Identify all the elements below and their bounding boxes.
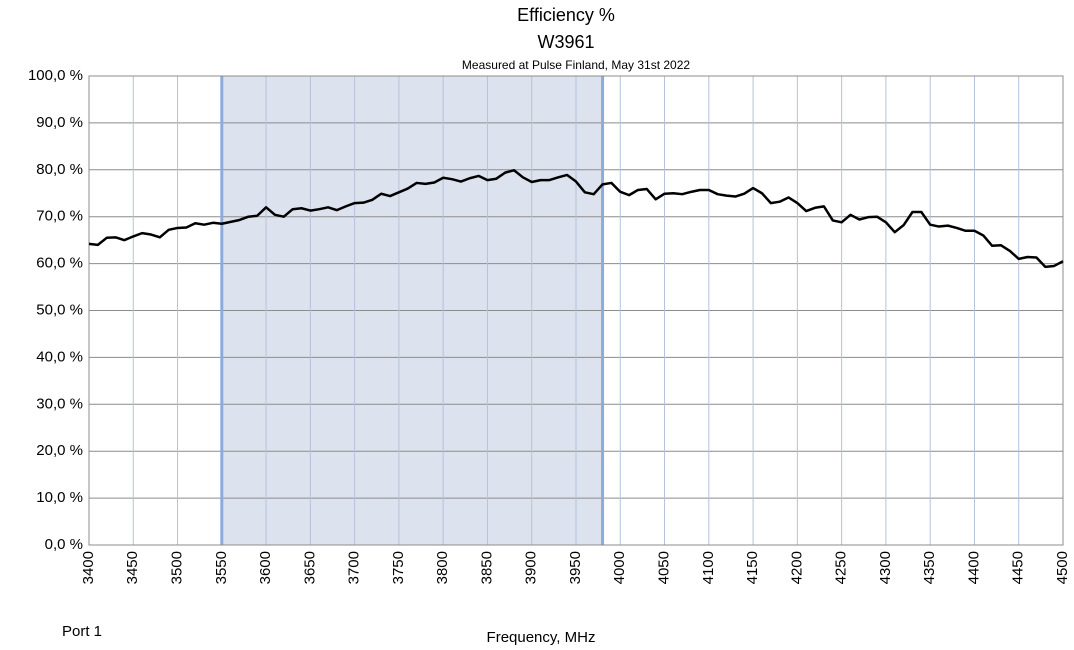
- y-tick-label: 40,0 %: [36, 348, 83, 365]
- x-tick-label: 3900: [523, 551, 540, 584]
- y-tick-label: 60,0 %: [36, 255, 83, 272]
- y-tick-label: 30,0 %: [36, 395, 83, 412]
- y-tick-label: 90,0 %: [36, 114, 83, 131]
- x-tick-label: 4000: [611, 551, 628, 584]
- plot-frame: [88, 75, 1064, 546]
- x-tick-label: 3850: [478, 551, 495, 584]
- x-tick-label: 4400: [965, 551, 982, 584]
- x-tick-label: 4350: [921, 551, 938, 584]
- data-line: [88, 169, 1064, 269]
- x-tick-label: 4450: [1010, 551, 1027, 584]
- x-tick-label: 4100: [700, 551, 717, 584]
- chart-note: Measured at Pulse Finland, May 31st 2022: [462, 58, 690, 72]
- x-tick-label: 3650: [301, 551, 318, 584]
- x-tick-label: 3500: [169, 551, 186, 584]
- y-tick-label: 70,0 %: [36, 208, 83, 225]
- chart-subtitle: W3961: [537, 32, 594, 52]
- y-tick-label: 100,0 %: [28, 67, 83, 84]
- x-tick-label: 4250: [833, 551, 850, 584]
- y-tick-label: 0,0 %: [45, 536, 83, 553]
- y-tick-label: 50,0 %: [36, 301, 83, 318]
- x-tick-label: 3550: [213, 551, 230, 584]
- x-tick-label: 3700: [346, 551, 363, 584]
- x-tick-label: 4050: [656, 551, 673, 584]
- x-tick-label: 3800: [434, 551, 451, 584]
- x-tick-label: 3600: [257, 551, 274, 584]
- x-tick-label: 4500: [1054, 551, 1071, 584]
- annotation: Port 1: [62, 623, 102, 640]
- y-tick-label: 80,0 %: [36, 161, 83, 178]
- x-tick-label: 4300: [877, 551, 894, 584]
- chart-title: Efficiency %: [517, 5, 615, 25]
- x-axis-label: Frequency, MHz: [487, 629, 596, 646]
- x-tick-label: 3950: [567, 551, 584, 584]
- x-tick-label: 4150: [744, 551, 761, 584]
- y-tick-label: 20,0 %: [36, 442, 83, 459]
- x-tick-label: 3750: [390, 551, 407, 584]
- x-tick-label: 3450: [124, 551, 141, 584]
- x-tick-label: 4200: [788, 551, 805, 584]
- y-tick-label: 10,0 %: [36, 489, 83, 506]
- x-tick-label: 3400: [80, 551, 97, 584]
